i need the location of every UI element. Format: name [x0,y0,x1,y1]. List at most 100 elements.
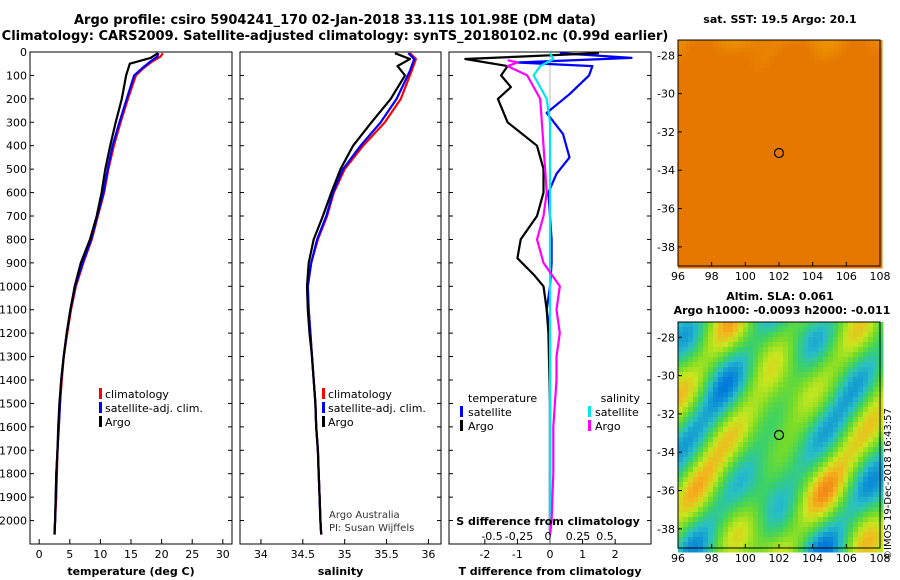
map-cell [678,156,683,161]
map-cell [858,176,863,181]
map-cell [874,64,879,69]
map-cell [694,88,699,93]
map-cell [750,224,755,229]
map-cell [708,392,714,398]
map-cell [738,52,743,57]
map-cell [694,216,699,221]
map-cell [873,397,879,403]
map-cell [786,232,791,237]
map-cell [698,52,703,57]
map-cell [714,220,719,225]
map-cell [718,462,724,468]
map-cell [842,212,847,217]
map-cell [713,387,719,393]
map-cell [823,527,829,533]
map-cell [848,447,854,453]
map-cell [794,184,799,189]
map-cell [778,542,784,548]
map-cell [703,452,709,458]
map-cell [714,96,719,101]
map-cell [862,128,867,133]
map-cell [853,432,859,438]
map-cell [734,56,739,61]
map-cell [798,407,804,413]
map-cell [828,522,834,528]
map-cell [774,100,779,105]
map-cell [766,144,771,149]
map-cell [782,60,787,65]
map-cell [693,352,699,358]
map-cell [842,144,847,149]
map-cell [806,180,811,185]
map-cell [758,260,763,265]
map-cell [758,168,763,173]
map-cell [798,322,804,328]
map-cell [682,260,687,265]
map-cell [846,72,851,77]
map-cell [743,527,749,533]
series-line-difference [516,52,633,535]
map-cell [703,447,709,453]
map-cell [866,116,871,121]
map-cell [773,372,779,378]
map-cell [866,180,871,185]
map-cell [728,412,734,418]
map-cell [746,164,751,169]
map-cell [818,204,823,209]
map-cell [703,537,709,543]
map-cell [782,64,787,69]
map-cell [786,100,791,105]
map-cell [743,337,749,343]
map-cell [810,184,815,189]
map-cell [838,128,843,133]
map-cell [808,422,814,428]
map-cell [773,392,779,398]
map-cell [738,527,744,533]
map-cell [746,156,751,161]
map-cell [706,156,711,161]
legend-title-temperature: temperature [468,392,537,405]
map-cell [694,100,699,105]
map-cell [714,176,719,181]
map-cell [878,422,884,428]
series-line-temperature [53,52,160,535]
map-cell [868,487,874,493]
map-cell [773,437,779,443]
map-cell [782,184,787,189]
map-cell [698,236,703,241]
map-cell [686,76,691,81]
map-cell [688,472,694,478]
map-cell [818,517,824,523]
map-cell [793,337,799,343]
map-cell [838,140,843,145]
map-cell [698,216,703,221]
map-cell [858,112,863,117]
map-cell [758,522,764,528]
x-tick-label-difference: 0 [547,548,554,561]
map-cell [730,172,735,177]
map-cell [810,156,815,161]
map-cell [802,256,807,261]
map-cell [783,332,789,338]
map-cell [826,52,831,57]
y-tick-label: 1600 [0,421,27,434]
map-cell [834,128,839,133]
map-cell [750,140,755,145]
map-cell [694,248,699,253]
map-cell [788,507,794,513]
map-cell [733,472,739,478]
map-cell [823,442,829,448]
map-cell [738,152,743,157]
map-cell [878,457,884,463]
map-cell [710,176,715,181]
map-cell [688,367,694,373]
map-cell [703,477,709,483]
map-cell [822,104,827,109]
map-cell [723,432,729,438]
map-cell [694,76,699,81]
map-cell [850,232,855,237]
map-cell [750,88,755,93]
map-cell [690,216,695,221]
map-cell [758,100,763,105]
map-cell [762,96,767,101]
